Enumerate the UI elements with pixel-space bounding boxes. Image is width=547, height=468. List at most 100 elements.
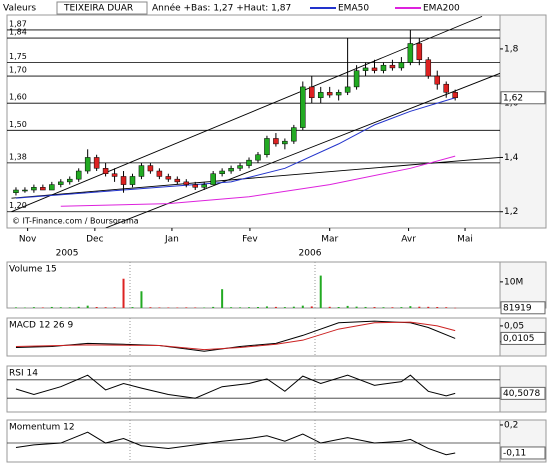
volume-bar (248, 307, 251, 308)
candle-body (344, 86, 351, 93)
candle-body (75, 170, 82, 180)
volume-bar (328, 306, 331, 308)
volume-bar (427, 306, 430, 308)
last-value-box (500, 91, 546, 105)
volume-bar (391, 307, 394, 308)
candle-body (58, 181, 64, 185)
candle-body (49, 184, 55, 191)
volume-bar (140, 291, 143, 308)
last-value-box (500, 446, 546, 460)
stock-name: TEIXEIRA DUAR (63, 4, 133, 14)
last-value-box (500, 386, 546, 400)
candle-body (362, 67, 369, 71)
level-label: 1,60 (9, 93, 27, 102)
trend-line (105, 72, 500, 228)
volume-bar (265, 306, 268, 308)
volume-bar (185, 307, 188, 308)
candle-body (111, 173, 118, 177)
ema-line (60, 155, 456, 207)
candle-body (380, 64, 387, 71)
candle-body (31, 187, 37, 191)
volume-bar (373, 307, 376, 308)
volume-bar (77, 306, 80, 308)
level-label: 1,84 (9, 28, 27, 37)
candle-body (228, 168, 234, 172)
candle-body (389, 64, 396, 69)
y-tick-label: 0,05 (504, 321, 524, 331)
candle-body (165, 176, 172, 180)
candle-body (335, 92, 342, 96)
y-tick-label: 1,2 (504, 207, 518, 217)
volume-bar (355, 306, 358, 308)
candle-body (416, 43, 423, 61)
volume-bar (50, 306, 53, 308)
volume-bar (454, 307, 457, 309)
indicator-line (15, 374, 456, 399)
volume-bar (319, 275, 322, 308)
volume-bar (337, 307, 340, 308)
volume-bar (364, 306, 367, 308)
candle-body (353, 70, 360, 88)
indicator-line (15, 431, 456, 456)
candle-body (147, 165, 154, 172)
volume-bar (400, 307, 403, 308)
plot-clip (11, 15, 500, 228)
candle-body (219, 170, 225, 174)
level-label: 1,20 (9, 201, 27, 210)
volume-bar (212, 306, 215, 308)
volume-bar (131, 307, 134, 308)
volume-bar (230, 307, 233, 308)
candle-body (246, 159, 252, 166)
volume-bar (23, 307, 26, 309)
volume-bar (221, 289, 224, 308)
panel-title: Momentum 12 (9, 423, 75, 433)
candle-body (398, 62, 405, 69)
level-label: 1,75 (9, 52, 27, 61)
trend-line (11, 157, 500, 199)
volume-bar (445, 307, 448, 308)
legend-label: EMA50 (338, 4, 369, 14)
indicator-line (15, 321, 456, 351)
volume-bar (32, 307, 35, 308)
panel-frame (6, 365, 501, 413)
candle-body (407, 43, 414, 63)
last-value-label: -0,11 (503, 448, 526, 458)
volume-bar (203, 307, 206, 309)
volume-bar (283, 307, 286, 308)
volume-bar (256, 307, 259, 308)
candle-body (309, 86, 315, 99)
candle-body (434, 75, 441, 85)
volume-bar (418, 306, 421, 308)
candle-body (93, 157, 100, 169)
last-value-label: 81919 (503, 303, 532, 313)
candle-body (13, 189, 19, 193)
axis-column (499, 261, 547, 309)
x-tick-label: Dec (86, 235, 103, 245)
y-tick-label: 10M (504, 277, 523, 287)
candle-body (40, 187, 46, 191)
axis-column (499, 14, 547, 229)
panel-frame (6, 419, 501, 463)
volume-bar (95, 307, 98, 308)
volume-bar (176, 307, 179, 309)
volume-bar (113, 307, 116, 308)
candle-body (326, 92, 333, 96)
ema-line (15, 97, 456, 199)
volume-bar (14, 307, 17, 308)
last-value-label: 40,5078 (503, 389, 540, 399)
x-tick-label: Fev (242, 235, 258, 245)
volume-bar (86, 305, 89, 308)
volume-bar (122, 278, 125, 308)
y-tick-label: 1,8 (504, 44, 519, 54)
last-value-box (500, 301, 546, 315)
year-label: 2006 (299, 249, 322, 259)
volume-bar (310, 306, 313, 308)
candle-body (102, 168, 109, 174)
panel-title: MACD 12 26 9 (9, 321, 73, 331)
candle-body (192, 184, 198, 188)
panel-title: RSI 14 (9, 369, 38, 379)
volume-bar (149, 307, 152, 308)
volume-bar (409, 306, 412, 308)
x-tick-label: Mar (321, 235, 338, 245)
candle-body (291, 127, 297, 142)
